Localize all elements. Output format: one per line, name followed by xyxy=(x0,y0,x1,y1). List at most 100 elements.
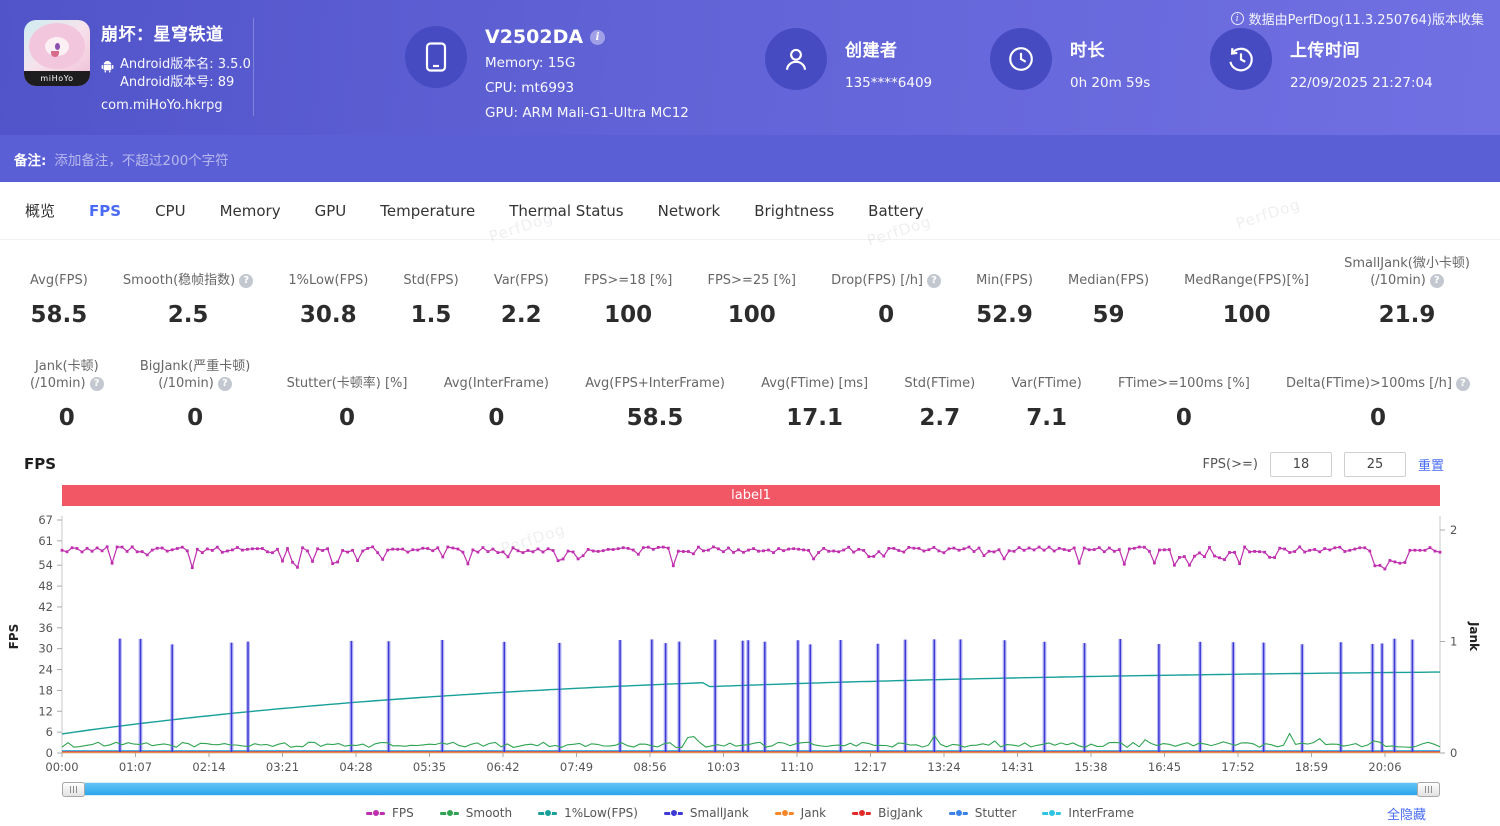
app-version-code: Android版本号: 89 xyxy=(120,75,235,90)
tab-概览[interactable]: 概览 xyxy=(25,202,56,220)
metric-1%low-fps-: 1%Low(FPS) 30.8 xyxy=(288,273,369,328)
metric-var-ftime-: Var(FTime) 7.1 xyxy=(1011,376,1082,431)
user-icon xyxy=(765,28,827,90)
metric-fps>=18-%-: FPS>=18 [%] 100 xyxy=(583,273,673,328)
svg-text:16:45: 16:45 xyxy=(1148,760,1181,774)
legend-item-stutter[interactable]: Stutter xyxy=(948,806,1016,820)
creator-block: 创建者 135****6409 xyxy=(765,28,932,91)
upload-block: 上传时间 22/09/2025 21:27:04 xyxy=(1210,28,1433,91)
svg-text:02:14: 02:14 xyxy=(192,760,225,774)
metric-avg-interframe-: Avg(InterFrame) 0 xyxy=(443,376,549,431)
metric-value: 59 xyxy=(1092,302,1125,328)
svg-text:07:49: 07:49 xyxy=(560,760,593,774)
fps-threshold-label: FPS(>=) xyxy=(1202,456,1258,472)
svg-text:17:52: 17:52 xyxy=(1221,760,1254,774)
app-title: 崩坏：星穹铁道 xyxy=(101,25,224,45)
creator-label: 创建者 xyxy=(845,41,898,61)
metric-ftime>=100ms-%-: FTime>=100ms [%] 0 xyxy=(1118,376,1250,431)
legend-item-smooth[interactable]: Smooth xyxy=(439,806,512,820)
svg-text:48: 48 xyxy=(38,579,53,593)
metric-value: 0 xyxy=(187,405,204,431)
info-icon: i xyxy=(1230,12,1244,25)
scrollbar-track-fill[interactable] xyxy=(85,783,1417,795)
tab-thermal-status[interactable]: Thermal Status xyxy=(509,201,624,220)
svg-text:00:00: 00:00 xyxy=(45,760,78,774)
duration-block: 时长 0h 20m 59s xyxy=(990,28,1150,91)
svg-text:Jank: Jank xyxy=(1467,621,1481,652)
metric-medrange-fps-%-: MedRange(FPS)[%] 100 xyxy=(1184,273,1310,328)
metric-value: 30.8 xyxy=(299,302,357,328)
scrollbar-handle-right[interactable] xyxy=(1417,782,1440,797)
svg-text:05:35: 05:35 xyxy=(413,760,446,774)
app-icon: miHoYo xyxy=(24,20,90,86)
tab-memory[interactable]: Memory xyxy=(219,201,281,220)
device-block: V2502DA i Memory: 15G CPU: mt6993 GPU: A… xyxy=(405,26,689,126)
svg-text:0: 0 xyxy=(1450,746,1457,760)
metric-value: 7.1 xyxy=(1026,405,1067,431)
tab-network[interactable]: Network xyxy=(657,201,721,220)
metric-value: 0 xyxy=(488,405,505,431)
svg-text:10:03: 10:03 xyxy=(707,760,740,774)
fps-threshold-input-1[interactable] xyxy=(1269,451,1332,477)
chart-scrollbar[interactable] xyxy=(62,782,1440,797)
tab-fps[interactable]: FPS xyxy=(89,201,122,220)
upload-value: 22/09/2025 21:27:04 xyxy=(1290,75,1433,91)
help-icon[interactable]: ? xyxy=(89,376,104,391)
fps-chart[interactable]: 0 6 12 18 24 30 36 42 48 54 61 67 0 1 2 FPS Jank 00:00 01:… xyxy=(0,508,1500,780)
metric-avg-ftime-ms-: Avg(FTime) [ms] 17.1 xyxy=(761,376,869,431)
help-icon[interactable]: ? xyxy=(1455,376,1470,391)
duration-label: 时长 xyxy=(1070,41,1105,61)
fps-threshold-input-2[interactable] xyxy=(1343,451,1406,477)
legend-item-1-low-fps-[interactable]: 1%Low(FPS) xyxy=(538,806,638,820)
report-header: miHoYo 崩坏：星穹铁道 Android版本名: 3.5.0 xyxy=(0,0,1500,135)
tab-temperature[interactable]: Temperature xyxy=(380,201,476,220)
metric-avg-fps-interframe-: Avg(FPS+InterFrame) 58.5 xyxy=(585,376,725,431)
legend-item-smalljank[interactable]: SmallJank xyxy=(663,806,749,820)
legend-item-fps[interactable]: FPS xyxy=(366,806,414,820)
tab-brightness[interactable]: Brightness xyxy=(754,201,835,220)
hide-all-link[interactable]: 全隐藏 xyxy=(1386,808,1426,823)
metric-value: 1.5 xyxy=(410,302,452,328)
tab-gpu[interactable]: GPU xyxy=(314,201,347,220)
metrics-row-1: Avg(FPS) 58.5 Smooth(稳帧指数)? 2.5 1%Low(FPS) 30… xyxy=(0,255,1500,328)
svg-text:15:38: 15:38 xyxy=(1074,760,1107,774)
svg-text:03:21: 03:21 xyxy=(266,760,299,774)
help-icon[interactable]: ? xyxy=(239,273,254,288)
chart-label-bar: label1 xyxy=(62,485,1440,506)
metric-value: 100 xyxy=(1222,302,1271,328)
tab-cpu[interactable]: CPU xyxy=(155,201,186,220)
device-memory: Memory: 15G xyxy=(485,55,576,71)
svg-text:24: 24 xyxy=(38,663,53,677)
metric-value: 2.2 xyxy=(500,302,542,328)
help-icon[interactable]: ? xyxy=(217,376,232,391)
legend-item-jank[interactable]: Jank xyxy=(774,806,826,820)
svg-text:06:42: 06:42 xyxy=(486,760,519,774)
svg-text:6: 6 xyxy=(46,725,53,739)
notes-input-bar[interactable]: 备注: 添加备注，不超过200个字符 xyxy=(0,135,1500,182)
legend-item-bigjank[interactable]: BigJank xyxy=(852,806,923,820)
metric-avg-fps-: Avg(FPS) 58.5 xyxy=(30,273,88,328)
scrollbar-handle-left[interactable] xyxy=(62,782,85,797)
metric-bigjank-: BigJank(严重卡顿) (/10min)? 0 xyxy=(139,359,251,431)
help-icon[interactable]: ? xyxy=(927,273,942,288)
legend-item-interframe[interactable]: InterFrame xyxy=(1042,806,1134,820)
android-icon xyxy=(101,59,114,77)
svg-text:04:28: 04:28 xyxy=(339,760,372,774)
metric-value: 0 xyxy=(1369,405,1386,431)
metric-min-fps-: Min(FPS) 52.9 xyxy=(976,273,1033,328)
device-info-icon[interactable]: i xyxy=(590,29,606,45)
svg-text:18: 18 xyxy=(38,683,53,697)
clock-icon xyxy=(990,28,1052,90)
metric-value: 0 xyxy=(1175,405,1192,431)
device-cpu: CPU: mt6993 xyxy=(485,80,575,96)
help-icon[interactable]: ? xyxy=(1429,273,1444,288)
metric-value: 100 xyxy=(604,302,653,328)
tab-battery[interactable]: Battery xyxy=(868,201,924,220)
metric-value: 100 xyxy=(727,302,776,328)
metric-median-fps-: Median(FPS) 59 xyxy=(1068,273,1150,328)
metric-value: 0 xyxy=(58,405,75,431)
svg-text:54: 54 xyxy=(38,558,53,572)
reset-button[interactable]: 重置 xyxy=(1417,458,1444,474)
svg-text:FPS: FPS xyxy=(7,624,21,650)
